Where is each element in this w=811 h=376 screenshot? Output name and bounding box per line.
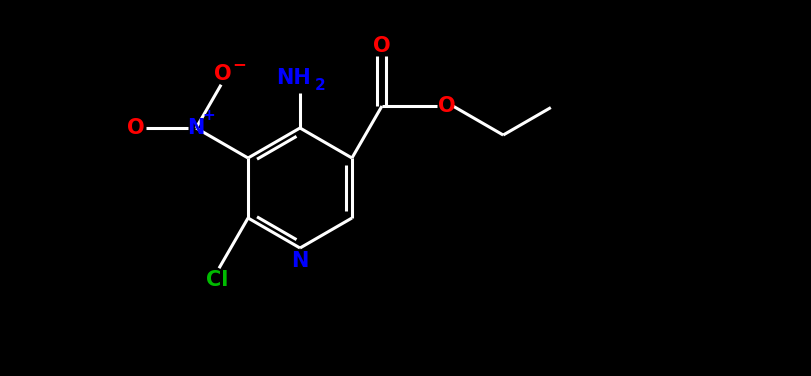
Text: O: O (214, 64, 232, 84)
Text: 2: 2 (314, 77, 325, 92)
Text: O: O (127, 118, 144, 138)
Text: +: + (203, 108, 215, 123)
Text: N: N (291, 251, 308, 271)
Text: O: O (373, 36, 390, 56)
Text: O: O (438, 96, 455, 116)
Text: −: − (232, 55, 246, 73)
Text: N: N (187, 118, 204, 138)
Text: NH: NH (275, 68, 310, 88)
Text: Cl: Cl (206, 270, 228, 290)
